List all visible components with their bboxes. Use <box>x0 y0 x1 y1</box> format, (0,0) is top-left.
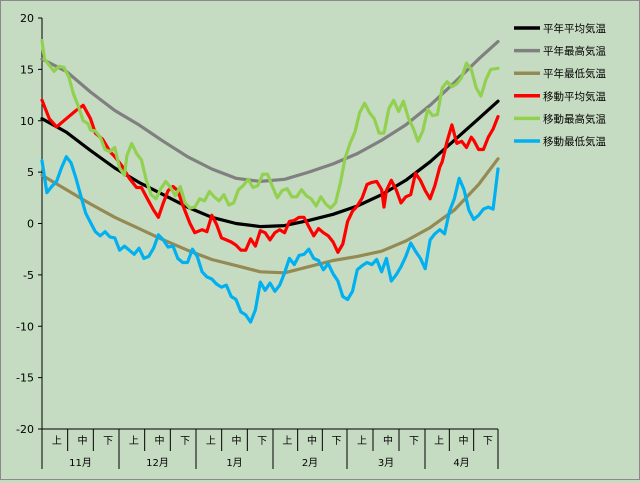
axis-layer: 20151050-5-10-15-20上中下11月上中下12月上中下1月上中下2… <box>16 12 499 469</box>
series-line-2 <box>40 40 500 183</box>
y-tick-label: 15 <box>20 63 34 76</box>
y-tick-label: 0 <box>27 218 34 231</box>
y-tick-label: 10 <box>20 115 34 128</box>
y-tick-label: -15 <box>16 372 34 385</box>
series-line-5 <box>40 39 500 210</box>
sub-period-label: 上 <box>357 435 367 447</box>
series-layer <box>40 39 500 324</box>
y-tick-label: -20 <box>16 423 34 436</box>
sub-period-label: 中 <box>383 434 393 447</box>
sub-period-label: 中 <box>307 434 317 447</box>
sub-period-label: 中 <box>232 434 242 447</box>
month-label: 2月 <box>302 457 318 469</box>
sub-period-label: 下 <box>103 436 113 447</box>
sub-period-label: 中 <box>78 434 88 447</box>
sub-period-label: 下 <box>409 436 419 447</box>
month-label: 3月 <box>378 457 394 469</box>
sub-period-label: 上 <box>282 435 292 447</box>
sub-period-label: 上 <box>129 435 139 447</box>
series-line-6 <box>40 155 500 324</box>
sub-period-label: 中 <box>459 434 469 447</box>
month-label: 11月 <box>69 457 92 469</box>
legend-label: 移動平均気温 <box>543 90 606 103</box>
sub-period-label: 上 <box>206 435 216 447</box>
sub-period-label: 上 <box>52 435 62 447</box>
sub-period-label: 下 <box>483 436 493 447</box>
legend-label: 平年平均気温 <box>543 22 606 35</box>
legend-label: 平年最低気温 <box>543 67 606 80</box>
series-line-4 <box>40 98 500 254</box>
sub-period-label: 下 <box>332 436 342 447</box>
sub-period-label: 下 <box>180 436 190 447</box>
month-label: 4月 <box>453 457 469 469</box>
sub-period-label: 下 <box>257 436 267 447</box>
legend-label: 平年最高気温 <box>543 45 606 58</box>
month-label: 12月 <box>146 457 169 469</box>
month-label: 1月 <box>226 457 242 469</box>
sub-period-label: 中 <box>155 434 165 447</box>
y-tick-label: -5 <box>23 269 34 282</box>
y-tick-label: -10 <box>16 320 34 333</box>
series-line-3 <box>40 157 500 275</box>
sub-period-label: 上 <box>434 435 444 447</box>
y-tick-label: 5 <box>27 166 34 179</box>
series-line-1 <box>40 99 500 229</box>
y-tick-label: 20 <box>20 12 34 25</box>
legend-label: 移動最低気温 <box>543 135 606 148</box>
legend-label: 移動最高気温 <box>543 112 606 125</box>
